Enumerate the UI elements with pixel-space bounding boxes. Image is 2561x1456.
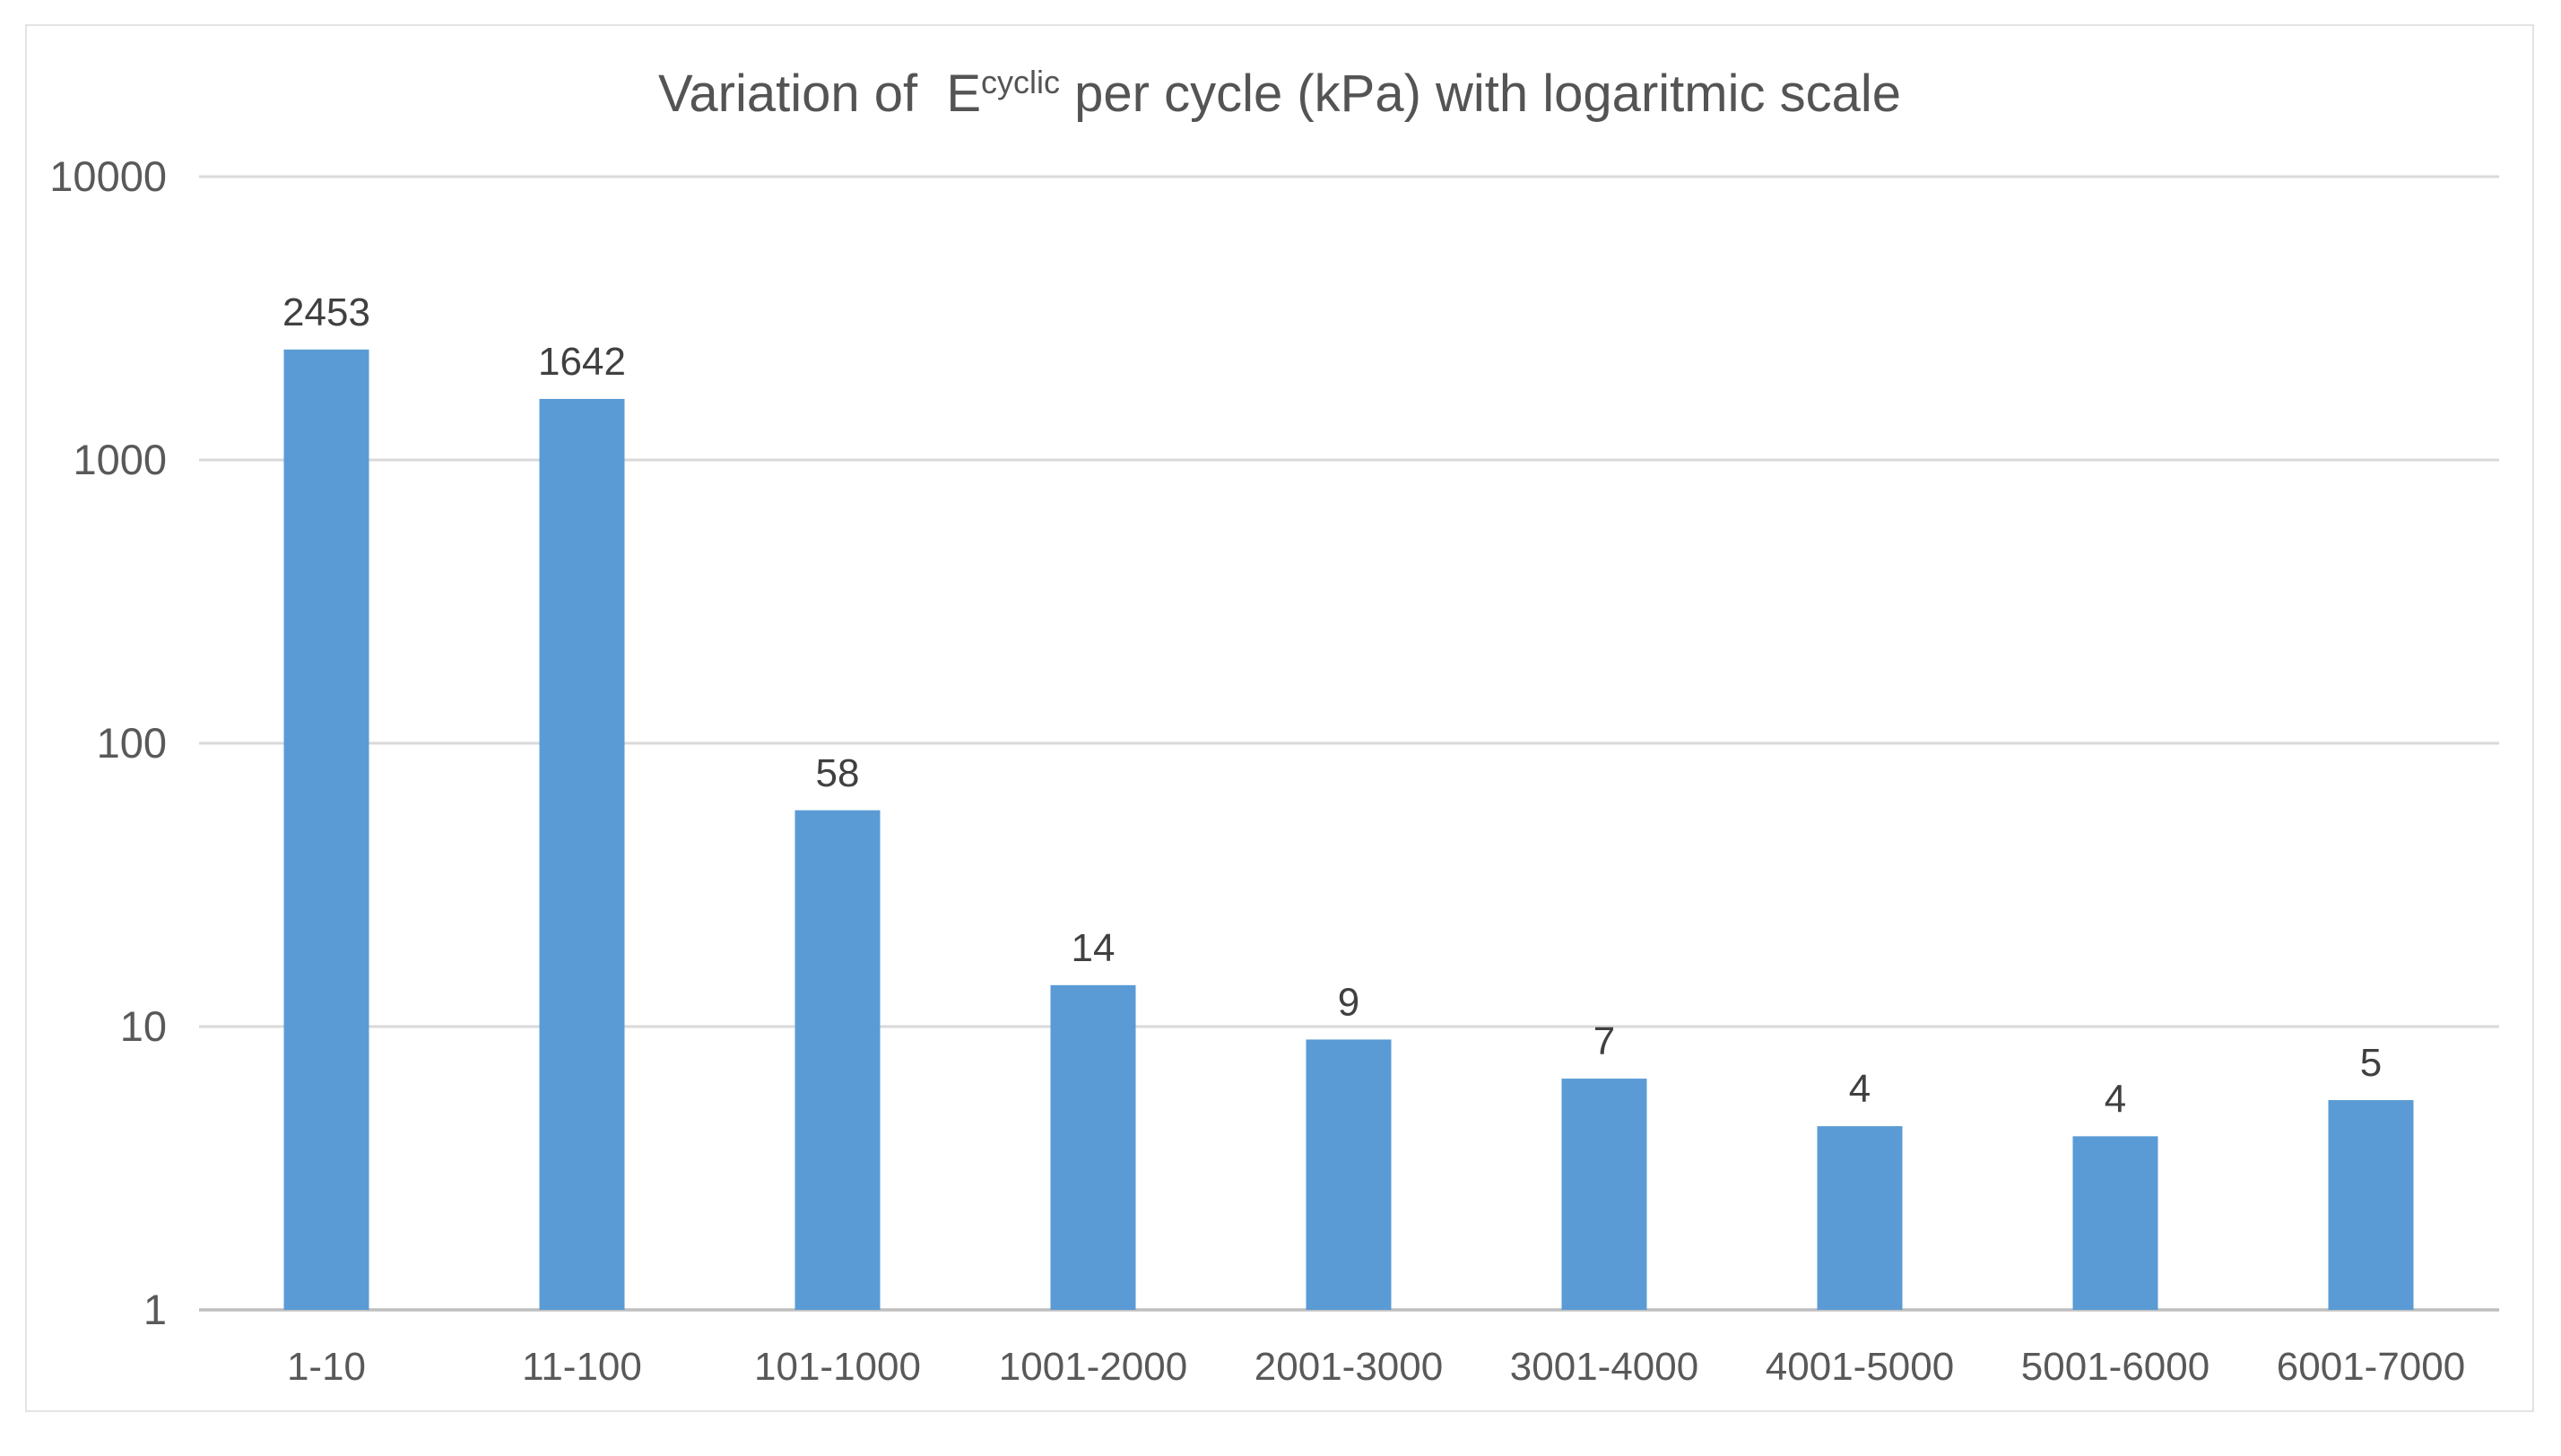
bar-value-label: 5 xyxy=(2360,1041,2382,1085)
chart-title: Variation of Ecyclic per cycle (kPa) wit… xyxy=(27,64,2532,124)
bar-value-label: 9 xyxy=(1338,980,1359,1024)
x-tick-label: 1001-2000 xyxy=(999,1345,1187,1389)
y-tick-label: 10000 xyxy=(49,152,167,200)
bar-value-label: 4 xyxy=(2105,1077,2126,1121)
y-tick-label: 100 xyxy=(97,719,167,767)
bar-5001-6000 xyxy=(2072,1136,2158,1310)
bar-value-label: 58 xyxy=(816,751,860,795)
bar-4001-5000 xyxy=(1817,1126,1903,1310)
bar-6001-7000 xyxy=(2328,1100,2414,1310)
bar-11-100 xyxy=(539,398,625,1310)
bar-1-10 xyxy=(283,349,369,1310)
y-tick-label: 1 xyxy=(143,1286,167,1333)
chart-title-suffix: per cycle (kPa) with logaritmic scale xyxy=(1060,65,1901,123)
bar-chart: 10000 1000 100 10 1 2453 1-10 1642 11-100 58 101-1… xyxy=(49,152,2499,1389)
x-tick-label: 4001-5000 xyxy=(1766,1345,1954,1389)
x-tick-label: 101-1000 xyxy=(754,1345,921,1389)
bar-101-1000 xyxy=(794,810,881,1310)
bar-value-label: 2453 xyxy=(282,290,370,334)
bar-value-label: 4 xyxy=(1849,1067,1871,1111)
x-tick-label: 6001-7000 xyxy=(2277,1345,2465,1389)
bar-value-label: 7 xyxy=(1593,1019,1615,1063)
x-tick-label: 5001-6000 xyxy=(2021,1345,2209,1389)
y-tick-label: 10 xyxy=(120,1002,167,1050)
chart-title-superscript: cyclic xyxy=(981,64,1061,100)
x-tick-label: 1-10 xyxy=(287,1345,366,1389)
bar-1001-2000 xyxy=(1050,984,1136,1310)
bar-value-label: 14 xyxy=(1072,926,1116,970)
chart-frame: Variation of Ecyclic per cycle (kPa) wit… xyxy=(25,24,2534,1412)
chart-title-prefix: Variation of E xyxy=(658,65,982,123)
x-tick-label: 2001-3000 xyxy=(1254,1345,1443,1389)
bar-value-label: 1642 xyxy=(538,340,626,384)
x-tick-label: 3001-4000 xyxy=(1510,1345,1698,1389)
x-tick-label: 11-100 xyxy=(522,1345,642,1389)
y-tick-label: 1000 xyxy=(73,436,167,483)
bar-3001-4000 xyxy=(1561,1079,1647,1310)
bar-2001-3000 xyxy=(1306,1039,1392,1310)
